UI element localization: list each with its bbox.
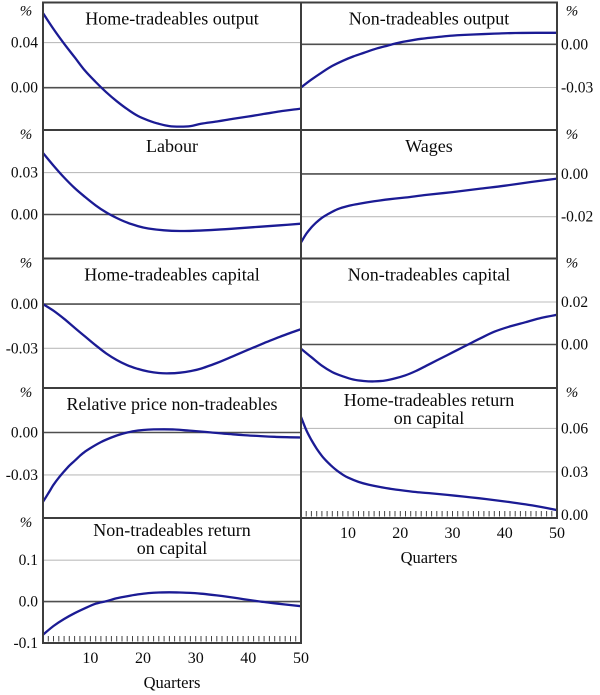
panel-title: on capital bbox=[137, 538, 207, 558]
x-tick-label: 20 bbox=[392, 525, 408, 542]
series-line bbox=[301, 415, 557, 512]
panel-home-tradeables-capital: Home-tradeables capital 0.00 -0.03% bbox=[6, 256, 302, 389]
x-tick-label: 30 bbox=[445, 525, 461, 542]
y-tick-label: 0.06 bbox=[561, 420, 588, 437]
y-tick-label: 0.00 bbox=[11, 207, 38, 224]
y-tick-label: -0.1 bbox=[13, 635, 38, 652]
x-tick-label: 50 bbox=[549, 525, 565, 542]
panel-title: Home-tradeables return bbox=[344, 390, 514, 410]
panel-border bbox=[42, 517, 302, 644]
series-line bbox=[301, 31, 557, 89]
x-tick-label: 10 bbox=[82, 650, 98, 667]
panel-title: Wages bbox=[405, 136, 453, 156]
percent-unit-label: % bbox=[20, 256, 33, 272]
y-tick-label: 0.03 bbox=[11, 165, 38, 182]
panel-title: on capital bbox=[394, 408, 464, 428]
series-line bbox=[43, 428, 301, 503]
panel-labour: Labour 0.03 0.00% bbox=[11, 127, 302, 260]
y-tick-label: -0.03 bbox=[561, 80, 594, 97]
y-tick-label: 0.04 bbox=[11, 35, 38, 52]
x-tick-label: 20 bbox=[135, 650, 151, 667]
percent-unit-label: % bbox=[566, 256, 579, 272]
panel-title: Labour bbox=[146, 136, 198, 156]
x-tick-label: 30 bbox=[188, 650, 204, 667]
panel-relative-price-non-tradeables: Relative price non-tradeables 0.00 -0.03% bbox=[6, 385, 302, 519]
percent-unit-label: % bbox=[20, 4, 33, 20]
percent-unit-label: % bbox=[566, 385, 579, 401]
series-line bbox=[43, 151, 301, 233]
x-axis-title: Quarters bbox=[144, 673, 201, 692]
series-line bbox=[43, 302, 301, 375]
x-tick-label: 40 bbox=[497, 525, 513, 542]
y-tick-label: 0.02 bbox=[561, 294, 588, 311]
y-tick-label: 0.0 bbox=[19, 594, 39, 611]
y-tick-label: 0.00 bbox=[11, 425, 38, 442]
percent-unit-label: % bbox=[566, 127, 579, 143]
x-tick-label: 50 bbox=[293, 650, 309, 667]
panel-title: Non-tradeables capital bbox=[348, 265, 510, 285]
x-tick-label: 40 bbox=[240, 650, 256, 667]
percent-unit-label: % bbox=[566, 4, 579, 20]
y-tick-label: 0.00 bbox=[11, 80, 38, 97]
panel-title: Home-tradeables output bbox=[85, 9, 258, 29]
panel-title: Relative price non-tradeables bbox=[67, 394, 278, 414]
panel-title: Home-tradeables capital bbox=[84, 265, 259, 285]
panel-home-tradeables-output: Home-tradeables output 0.04 0.00% bbox=[11, 1, 302, 131]
y-tick-label: 0.00 bbox=[561, 166, 588, 183]
y-tick-label: 0.00 bbox=[561, 507, 588, 524]
y-tick-label: 0.1 bbox=[19, 552, 38, 569]
series-line bbox=[301, 177, 557, 244]
panel-non-tradeables-capital: Non-tradeables capital 0.02 0.00% bbox=[300, 256, 588, 389]
panel-home-tradeables-return-on-capital: 10 20 30 40 50 Quarters Home-tradeables return… bbox=[300, 385, 588, 567]
y-tick-label: 0.03 bbox=[561, 464, 588, 481]
percent-unit-label: % bbox=[20, 127, 33, 143]
percent-unit-label: % bbox=[20, 385, 33, 401]
percent-unit-label: % bbox=[20, 515, 33, 531]
panel-title: Non-tradeables output bbox=[349, 9, 509, 29]
panel-wages: Wages 0.00 -0.02% bbox=[300, 127, 593, 260]
x-axis-title: Quarters bbox=[401, 548, 458, 567]
panel-non-tradeables-output: Non-tradeables output 0.00 -0.03% bbox=[300, 1, 594, 131]
y-tick-label: 0.00 bbox=[11, 296, 38, 313]
y-tick-label: -0.03 bbox=[6, 467, 39, 484]
panel-border bbox=[300, 387, 558, 519]
series-line bbox=[43, 12, 301, 128]
x-tick-label: 10 bbox=[340, 525, 356, 542]
series-line bbox=[43, 591, 301, 636]
y-tick-label: 0.00 bbox=[561, 337, 588, 354]
y-tick-label: -0.03 bbox=[6, 340, 39, 357]
panel-non-tradeables-return-on-capital: 10 20 30 40 50 Quarters Non-tradeables returno… bbox=[13, 515, 309, 692]
series-line bbox=[301, 313, 557, 383]
y-tick-label: -0.02 bbox=[561, 209, 593, 226]
panel-title: Non-tradeables return bbox=[93, 520, 250, 540]
y-tick-label: 0.00 bbox=[561, 36, 588, 53]
